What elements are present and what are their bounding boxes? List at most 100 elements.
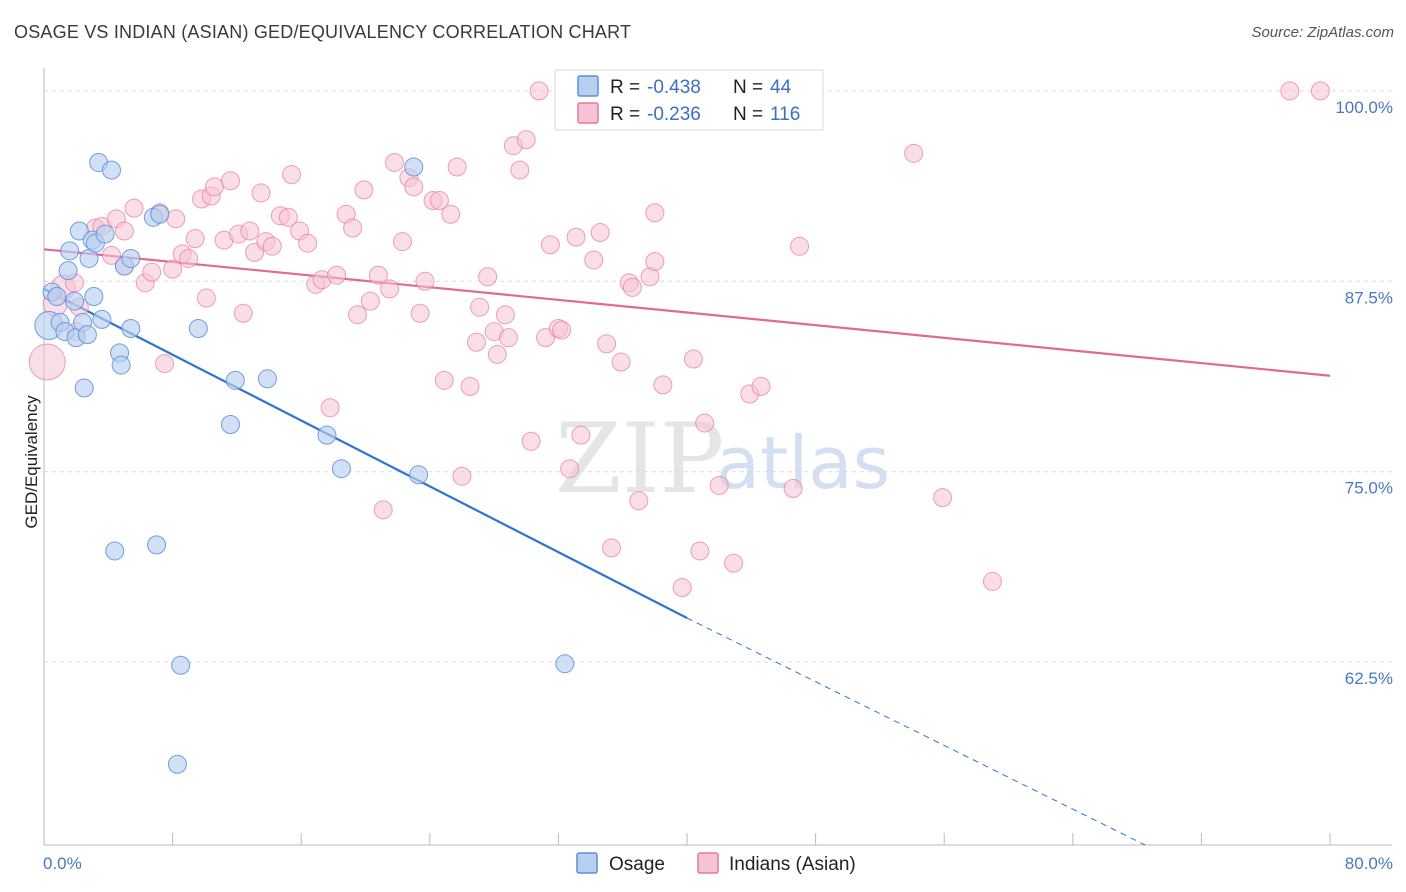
point-osage-38	[404, 157, 424, 177]
point-osage-18	[92, 309, 112, 329]
top-legend: R = -0.438 N = 44 R = -0.236 N = 116	[554, 69, 824, 131]
point-indian-47	[354, 180, 374, 200]
legend-n-label-osage: N =	[733, 77, 763, 98]
point-osage-34	[225, 370, 245, 390]
point-osage-40	[555, 654, 575, 674]
point-osage-35	[257, 369, 277, 389]
y-axis-label: GED/Equivalency	[22, 395, 41, 529]
point-indian-34	[262, 236, 282, 256]
point-osage-11	[74, 378, 94, 398]
point-indian-106	[790, 236, 810, 256]
point-indian-39	[298, 233, 318, 253]
point-indian-59	[429, 191, 449, 211]
point-indian-64	[460, 376, 480, 396]
bottom-legend: Osage Indians (Asian)	[576, 852, 856, 875]
point-indian-36	[278, 207, 298, 227]
trendline-osage	[43, 287, 688, 619]
point-indian-14	[142, 262, 162, 282]
legend-swatch-indian	[577, 102, 599, 124]
point-indian-25	[204, 177, 224, 197]
point-indian-50	[373, 500, 393, 520]
point-indian-82	[566, 227, 586, 247]
point-indian-75	[521, 431, 541, 451]
trend-lines	[43, 248, 1331, 846]
watermark: ZIP atlas	[555, 403, 890, 515]
point-indian-83	[571, 425, 591, 445]
point-osage-26	[121, 248, 141, 268]
point-indian-87	[601, 538, 621, 558]
point-indian-66	[470, 297, 490, 317]
point-indian-85	[590, 223, 610, 243]
point-osage-36	[317, 425, 337, 445]
point-osage-28	[147, 535, 167, 555]
point-indian-101	[724, 553, 744, 573]
point-indian-53	[392, 232, 412, 252]
y-tick-label-2: 87.5%	[1345, 288, 1393, 307]
y-tick-labels: 62.5% 75.0% 87.5% 100.0%	[1335, 98, 1393, 688]
bottom-legend-label-osage: Osage	[609, 854, 665, 875]
point-osage-25	[121, 319, 141, 339]
y-tick-label-3: 100.0%	[1335, 98, 1393, 117]
point-indian-70	[495, 305, 515, 325]
point-indian-111	[1310, 81, 1330, 101]
legend-swatch-osage	[577, 75, 599, 97]
trendline-osage-extension	[686, 617, 1146, 846]
point-indian-60	[434, 370, 454, 390]
series-osage-points	[34, 152, 575, 774]
trendline-indian	[43, 248, 1331, 377]
point-osage-20	[102, 160, 122, 180]
point-indian-74	[516, 130, 536, 150]
bottom-legend-swatch-indian	[697, 852, 719, 874]
point-osage-31	[167, 754, 187, 774]
point-indian-81	[560, 459, 580, 479]
point-indian-90	[622, 277, 642, 297]
point-indian-43	[327, 265, 347, 285]
x-tick-label-0: 0.0%	[43, 854, 82, 873]
point-osage-7	[65, 291, 85, 311]
point-osage-37	[331, 459, 351, 479]
point-osage-39	[409, 465, 429, 485]
point-osage-12	[77, 325, 97, 345]
series-indian-points	[28, 81, 1330, 598]
point-indian-67	[478, 267, 498, 287]
point-indian-17	[163, 259, 183, 279]
top-legend-box	[554, 69, 824, 131]
point-osage-9	[69, 221, 89, 241]
y-tick-label-1: 75.0%	[1345, 479, 1393, 498]
point-indian-55	[404, 177, 424, 197]
point-indian-78	[540, 235, 560, 255]
legend-n-value-indian: 116	[770, 104, 800, 125]
point-osage-21	[105, 541, 125, 561]
point-indian-45	[343, 218, 363, 238]
point-indian-93	[645, 251, 665, 271]
point-indian-100	[709, 475, 729, 495]
point-osage-19	[95, 224, 115, 244]
point-indian-37	[282, 165, 302, 185]
point-osage-23	[111, 355, 131, 375]
x-tick-label-1: 80.0%	[1345, 854, 1393, 873]
gridlines	[44, 90, 1392, 663]
legend-n-value-osage: 44	[770, 77, 792, 98]
point-indian-91	[629, 491, 649, 511]
point-indian-107	[904, 143, 924, 163]
x-tick-labels: 0.0% 80.0%	[43, 854, 1393, 873]
point-indian-20	[179, 248, 199, 268]
point-indian-94	[645, 203, 665, 223]
point-indian-88	[611, 352, 631, 372]
point-osage-15	[84, 287, 104, 307]
point-indian-96	[672, 578, 692, 598]
point-osage-2	[47, 287, 67, 307]
point-indian-86	[597, 334, 617, 354]
point-indian-99	[695, 413, 715, 433]
point-indian-105	[783, 478, 803, 498]
point-indian-57	[415, 271, 435, 291]
point-indian-42	[320, 398, 340, 418]
point-indian-32	[251, 183, 271, 203]
point-indian-10	[114, 221, 134, 241]
point-osage-6	[60, 241, 80, 261]
legend-n-label-indian: N =	[733, 104, 763, 125]
point-indian-29	[233, 303, 253, 323]
point-indian-108	[933, 488, 953, 508]
point-indian-52	[384, 152, 404, 172]
